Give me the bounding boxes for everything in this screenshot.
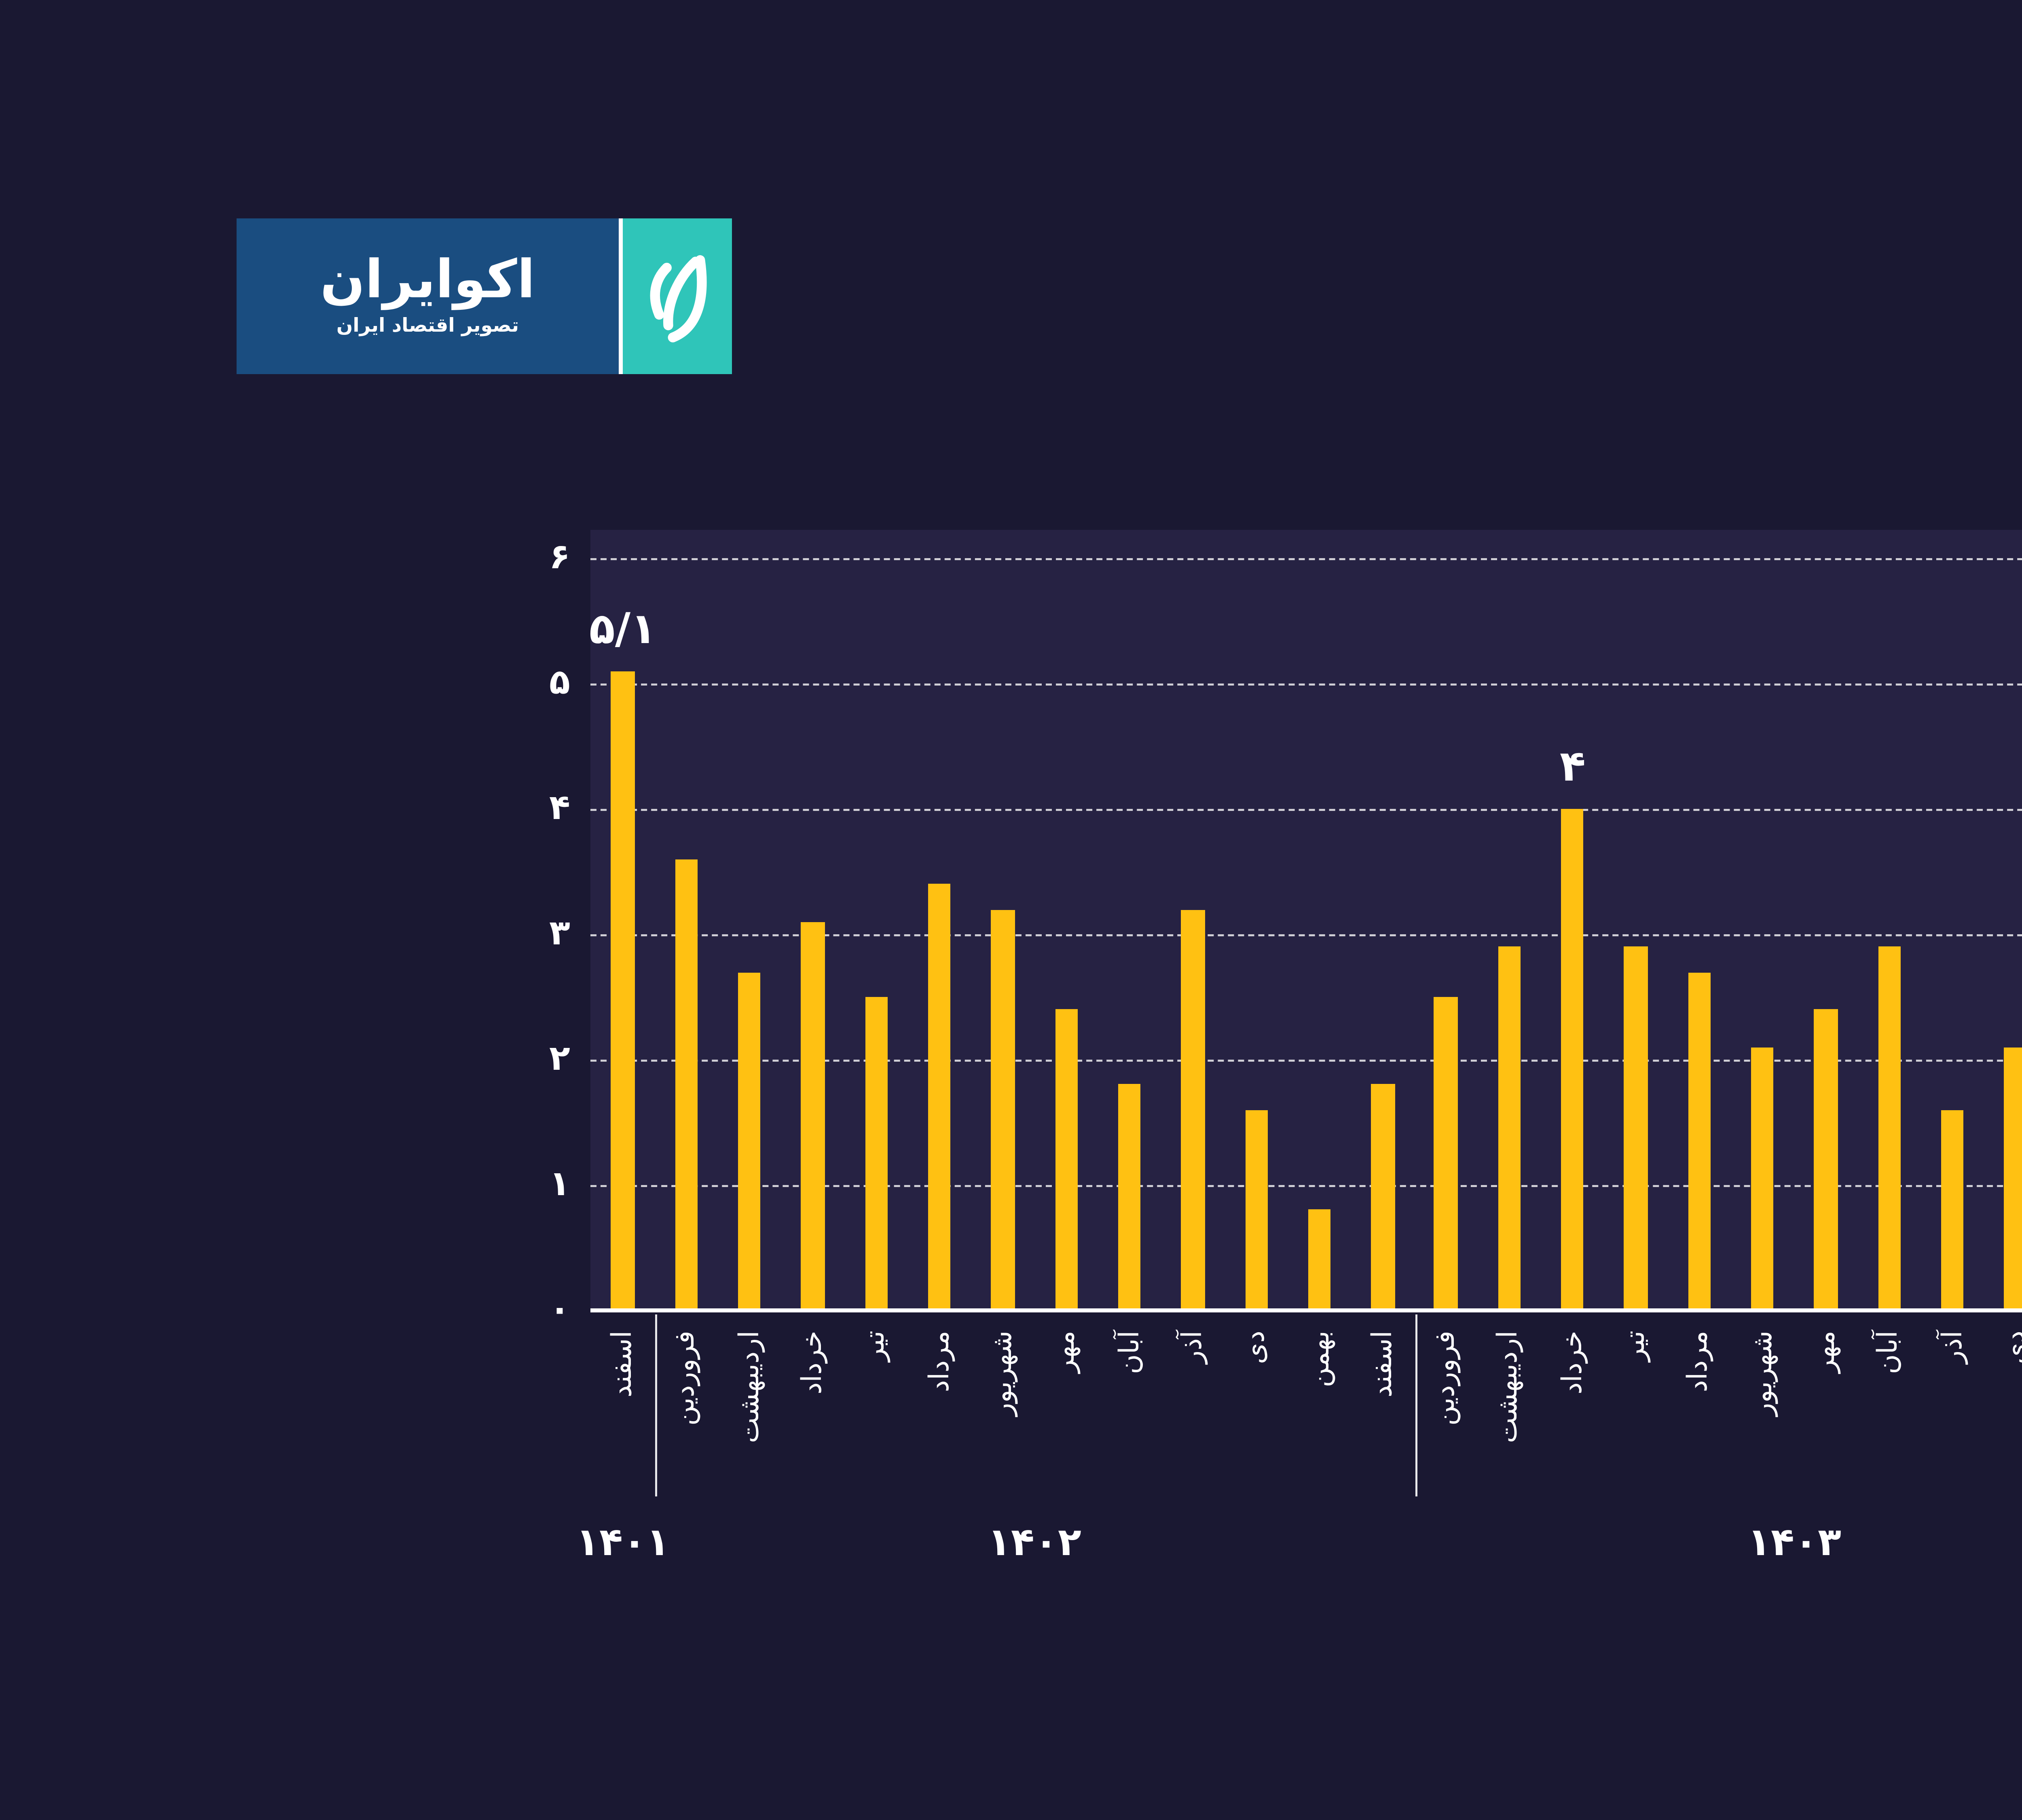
- month-label: آذر: [1936, 1331, 1969, 1364]
- month-label: اردیبهشت: [733, 1331, 766, 1443]
- month-label: آبان: [1113, 1331, 1146, 1374]
- x-axis-line: [590, 1308, 2022, 1312]
- month-label: اسفند: [607, 1331, 639, 1398]
- gridline: [590, 684, 2022, 686]
- bar-اردیبهشت-۱۴۰۳: [1497, 946, 1521, 1310]
- logo-brand-name: اکوایران: [320, 250, 535, 311]
- month-label: بهمن: [1303, 1331, 1336, 1388]
- bar-مرداد-۱۴۰۳: [1688, 971, 1711, 1310]
- year-separator: [1414, 1314, 1417, 1496]
- y-tick-label: ۵: [549, 663, 570, 704]
- bar-خرداد-۱۴۰۲: [801, 921, 825, 1310]
- bar-اسفند-۱۴۰۲: [1371, 1084, 1394, 1310]
- y-tick-label: ۶: [549, 538, 570, 578]
- month-label: خرداد: [1556, 1331, 1589, 1395]
- year-separator: [654, 1314, 657, 1496]
- y-tick-label: ۱: [549, 1165, 570, 1205]
- month-label: مهر: [1050, 1331, 1083, 1373]
- bar-آبان-۱۴۰۳: [1878, 946, 1901, 1310]
- logo-tagline: تصویر اقتصاد ایران: [336, 315, 519, 338]
- year-label: ۱۴۰۲: [987, 1521, 1081, 1565]
- y-tick-label: ۳: [549, 914, 570, 954]
- bar-مهر-۱۴۰۲: [1054, 1009, 1078, 1310]
- gridline: [590, 1060, 2022, 1062]
- gridline: [590, 934, 2022, 936]
- month-label: خرداد: [796, 1331, 829, 1395]
- month-label: شهریور: [986, 1331, 1019, 1416]
- bar-اردیبهشت-۱۴۰۲: [738, 971, 761, 1310]
- logo-icon-box: [619, 218, 732, 374]
- bar-آبان-۱۴۰۲: [1118, 1084, 1141, 1310]
- bar-آذر-۱۴۰۳: [1941, 1109, 1965, 1310]
- bar-مهر-۱۴۰۳: [1814, 1009, 1838, 1310]
- month-label: آذر: [1176, 1331, 1209, 1364]
- bar-آذر-۱۴۰۲: [1181, 909, 1204, 1310]
- ecoiran-logo: اکوایران تصویر اقتصاد ایران: [237, 218, 732, 374]
- gridline: [590, 558, 2022, 560]
- y-tick-label: ۰: [549, 1290, 570, 1331]
- y-tick-label: ۴: [549, 789, 570, 829]
- month-label: شهریور: [1746, 1331, 1779, 1416]
- bar-تیر-۱۴۰۲: [864, 997, 888, 1310]
- bar-value-label: ۵/۱: [589, 604, 657, 653]
- gridline: [590, 809, 2022, 811]
- month-label: آبان: [1873, 1331, 1906, 1374]
- year-label: ۱۴۰۱: [576, 1521, 670, 1565]
- bar-فروردین-۱۴۰۲: [675, 859, 698, 1310]
- month-label: مهر: [1810, 1331, 1842, 1373]
- year-label: ۱۴۰۳: [1747, 1521, 1842, 1565]
- ecoiran-leaf-icon: [650, 254, 707, 342]
- bar-دی-۱۴۰۲: [1244, 1109, 1268, 1310]
- bar-دی-۱۴۰۳: [2004, 1047, 2022, 1310]
- bar-اسفند-۱۴۰۱: [611, 671, 635, 1310]
- bar-شهریور-۱۴۰۲: [991, 909, 1015, 1310]
- month-label: مرداد: [923, 1331, 956, 1393]
- month-label: دی: [1239, 1331, 1272, 1364]
- plot-area: [590, 530, 2022, 1310]
- month-label: تیر: [1620, 1331, 1652, 1362]
- bar-خرداد-۱۴۰۳: [1561, 809, 1584, 1310]
- month-label: اسفند: [1366, 1331, 1399, 1398]
- month-label: فروردین: [1430, 1331, 1462, 1426]
- bar-value-label: ۴: [1559, 742, 1586, 791]
- y-tick-label: ۲: [549, 1039, 570, 1080]
- month-label: دی: [2000, 1331, 2022, 1364]
- bar-فروردین-۱۴۰۳: [1434, 997, 1458, 1310]
- gridline: [590, 1185, 2022, 1187]
- bar-بهمن-۱۴۰۲: [1308, 1210, 1331, 1310]
- month-label: فروردین: [670, 1331, 702, 1426]
- month-label: اردیبهشت: [1493, 1331, 1526, 1443]
- logo-text-box: اکوایران تصویر اقتصاد ایران: [237, 218, 619, 374]
- bar-تیر-۱۴۰۳: [1624, 946, 1648, 1310]
- month-label: مرداد: [1683, 1331, 1716, 1393]
- month-label: تیر: [860, 1331, 893, 1362]
- bar-شهریور-۱۴۰۳: [1751, 1047, 1775, 1310]
- bar-مرداد-۱۴۰۲: [928, 884, 951, 1310]
